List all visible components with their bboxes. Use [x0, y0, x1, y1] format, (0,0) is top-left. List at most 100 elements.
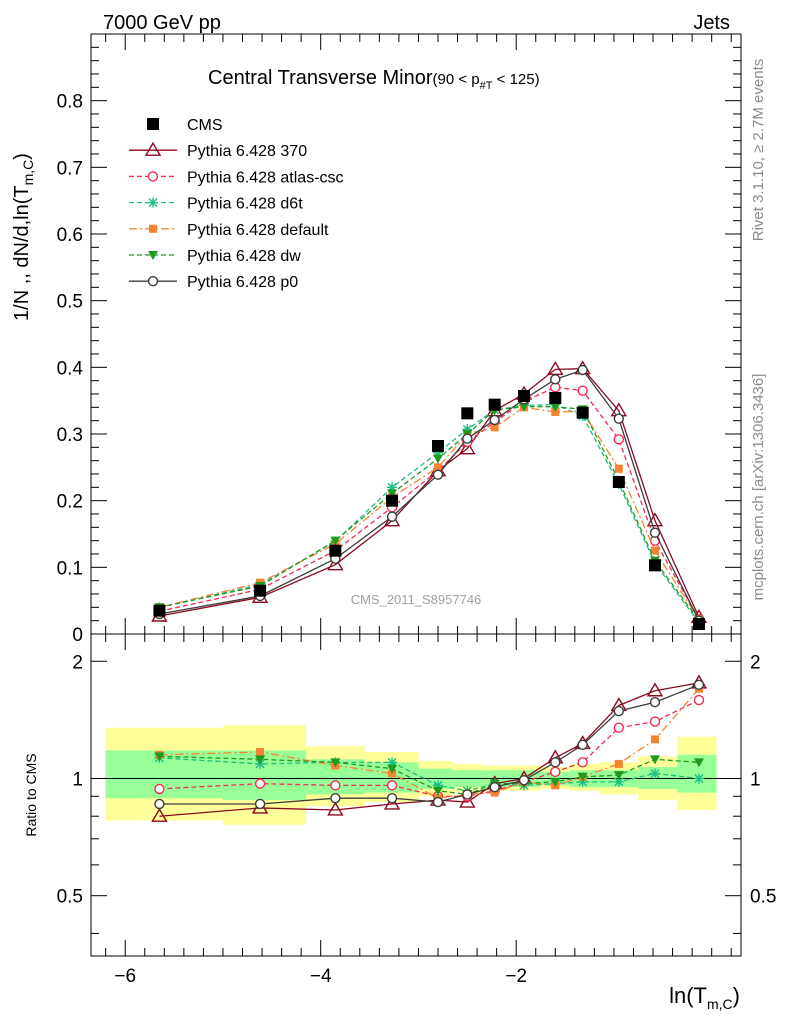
ratio-point-atlas: [550, 766, 561, 778]
ratio-point-p0: [577, 739, 588, 751]
x-axis-label: ln(Tm,C): [669, 983, 740, 1012]
ratio-point-dw: [330, 758, 341, 768]
data-point-cms: [329, 544, 342, 557]
plot-title-main: Central Transverse Minor: [208, 67, 433, 89]
data-point-cms: [488, 398, 501, 411]
y-axis-label: 1/N ,, dN/d,ln(Tm,C): [11, 153, 36, 321]
ratio-point-atlas: [386, 780, 398, 791]
data-point-p0: [649, 527, 661, 538]
ratio-point-default: [490, 788, 499, 797]
ratio-point-p0: [693, 679, 705, 691]
ratio-point-d6t: [432, 780, 443, 791]
ratio-point-p370: [459, 793, 476, 808]
ratio-series-p0: [154, 679, 705, 810]
ratio-point-p0: [154, 798, 165, 810]
ratio-point-p0: [330, 792, 341, 804]
legend-label: Pythia 6.428 default: [187, 222, 329, 239]
y-axis-label-sub: m,C: [20, 160, 36, 186]
data-point-cms: [576, 406, 589, 419]
data-point-d6t: [387, 482, 398, 493]
data-point-p0: [613, 413, 625, 424]
ratio-point-p0: [386, 792, 398, 804]
ratio-point-p370: [151, 807, 168, 822]
ratio-point-default: [650, 735, 659, 744]
legend-label: Pythia 6.428 d6t: [187, 196, 303, 213]
y-tick-label: 0.4: [57, 358, 84, 379]
x-tick-label: −4: [310, 966, 332, 987]
data-point-default: [433, 463, 442, 472]
series-line-p0: [159, 369, 700, 621]
ratio-frame: [90, 633, 742, 957]
legend-label: CMS: [187, 117, 223, 134]
legend-label: Pythia 6.428 atlas-csc: [187, 169, 344, 186]
y-tick-label: 0.2: [57, 492, 83, 513]
ratio-point-p0: [254, 798, 266, 810]
x-tick-label: −6: [114, 966, 136, 987]
ratio-tick-label-right: 0.5: [750, 887, 776, 908]
data-point-d6t: [462, 424, 473, 435]
ratio-point-p0: [613, 705, 625, 717]
data-point-p0: [489, 414, 500, 426]
ratio-point-d6t: [693, 773, 704, 784]
ratio-point-d6t: [387, 757, 398, 768]
mcplots-label: mcplots.cern.ch [arXiv:1306.3436]: [750, 374, 767, 601]
ratio-tick-label: 2: [72, 652, 83, 673]
x-tick-label: −2: [505, 966, 527, 987]
ratio-point-atlas: [577, 757, 588, 768]
ratio-point-p370: [383, 795, 401, 810]
rivet-label: Rivet 3.1.10, ≥ 2.7M events: [750, 59, 767, 242]
legend-label: Pythia 6.428 dw: [187, 248, 301, 265]
ratio-point-p0: [489, 781, 500, 793]
legend-marker: [147, 276, 159, 287]
data-point-cms: [386, 494, 399, 507]
y-tick-label: 0.1: [57, 558, 83, 579]
ratio-point-p0: [518, 774, 530, 786]
ratio-tick-label-right: 1: [750, 769, 761, 790]
ratio-point-atlas: [649, 716, 661, 727]
ratio-point-d6t: [577, 776, 588, 787]
x-axis-label-sub: m,C: [707, 996, 733, 1012]
data-point-atlas: [577, 385, 588, 396]
legend-marker: [149, 224, 157, 233]
series-p370: [151, 360, 708, 624]
legend-marker: [148, 197, 158, 208]
data-point-p370: [459, 440, 476, 455]
data-point-p0: [432, 469, 444, 480]
data-point-d6t: [432, 447, 443, 458]
data-point-dw: [387, 489, 398, 499]
ratio-point-dw: [693, 758, 704, 768]
data-point-cms: [153, 604, 166, 617]
ratio-point-p0: [432, 796, 444, 808]
plot-title-sub: #T: [480, 80, 493, 92]
legend-item-atlas: Pythia 6.428 atlas-csc: [129, 169, 344, 186]
ratio-plot: −6 −4 −2 0.5 0.5 1 1 2 2: [57, 633, 776, 987]
ratio-point-p0: [462, 789, 473, 800]
data-point-dw: [432, 454, 443, 464]
ratio-tick-label: 0.5: [57, 887, 83, 908]
legend-item-cms: CMS: [147, 117, 223, 134]
ratio-point-dw: [577, 772, 588, 782]
main-plot: 0 0.1 0.2 0.3 0.4 0.5 0.6 0.7 0.8: [57, 33, 742, 646]
x-axis-label-close: ): [733, 983, 740, 1008]
plot-title-range: (90 < p: [433, 71, 480, 88]
legend-marker: [148, 251, 158, 260]
data-point-atlas: [613, 434, 625, 445]
ratio-point-atlas: [613, 722, 625, 733]
ratio-tick-label-right: 2: [750, 652, 761, 673]
ratio-point-p370: [327, 801, 344, 816]
legend-label: Pythia 6.428 p0: [187, 274, 298, 291]
y-axis-label-close: ): [11, 153, 33, 160]
ratio-point-dw: [613, 771, 624, 781]
legend: CMS Pythia 6.428 370 Pythia 6.428 atlas-cs…: [129, 117, 344, 291]
y-tick-label: 0.6: [57, 225, 83, 246]
ratio-point-d6t: [649, 768, 660, 779]
y-tick-label: 0.8: [57, 92, 83, 113]
legend-marker: [147, 171, 159, 182]
ratio-point-dw: [387, 764, 398, 774]
data-point-p0: [386, 511, 398, 522]
ratio-point-dw: [154, 752, 165, 762]
data-point-default: [551, 408, 560, 416]
y-axis-label-text: 1/N ,, dN/d,ln(T: [11, 185, 33, 321]
y-tick-label: 0.7: [57, 158, 83, 179]
